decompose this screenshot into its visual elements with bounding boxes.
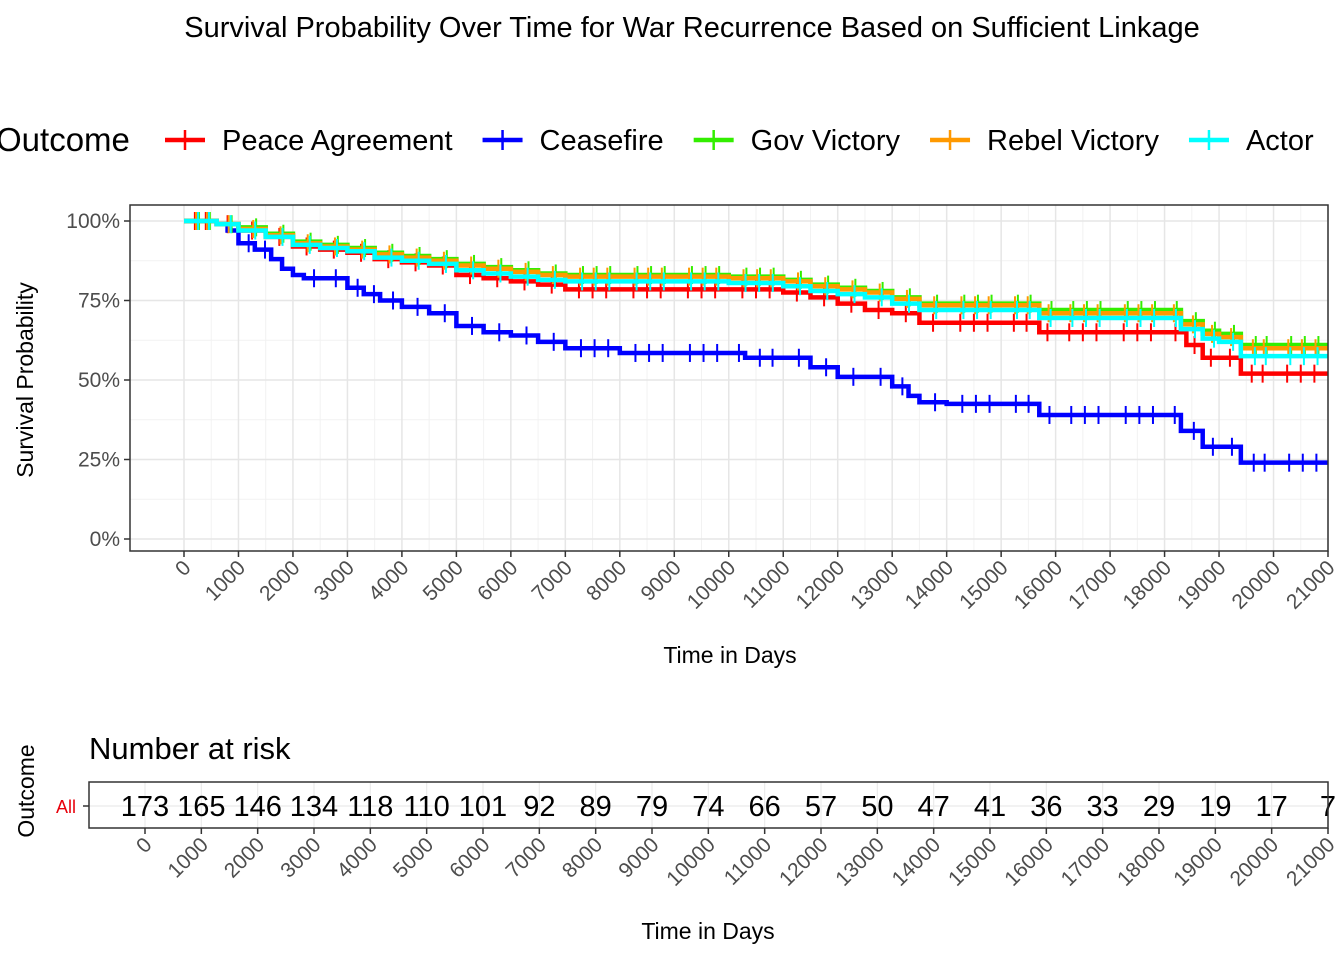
x-tick-label: 9000 xyxy=(637,556,686,605)
legend-entry-peace-agreement: Peace Agreement xyxy=(165,125,453,157)
risk-x-tick-label: 10000 xyxy=(662,833,720,891)
risk-x-tick-label: 21000 xyxy=(1282,833,1340,891)
x-tick-label: 3000 xyxy=(310,556,359,605)
risk-table: Number at risk 173 165 146 134 118 110 101 92 89… xyxy=(56,731,1340,891)
risk-x-tick-label: 19000 xyxy=(1169,833,1227,891)
risk-x-axis-title: Time in Days xyxy=(641,918,774,944)
legend-title: Outcome xyxy=(0,121,130,158)
chart-title: Survival Probability Over Time for War R… xyxy=(184,12,1199,44)
x-tick-label: 6000 xyxy=(473,556,522,605)
x-tick-label: 12000 xyxy=(792,556,850,614)
risk-count: 165 xyxy=(177,791,225,823)
risk-count: 50 xyxy=(861,791,893,823)
risk-x-tick-label: 16000 xyxy=(1000,833,1058,891)
risk-count: 92 xyxy=(523,791,555,823)
y-axis-title: Survival Probability xyxy=(12,282,38,478)
x-tick-label: 15000 xyxy=(955,556,1013,614)
x-tick-label: 7000 xyxy=(528,556,577,605)
risk-count: 36 xyxy=(1030,791,1062,823)
x-tick-label: 10000 xyxy=(683,556,741,614)
risk-count: 41 xyxy=(974,791,1006,823)
y-tick-label: 25% xyxy=(78,449,120,472)
legend-entry-gov-victory: Gov Victory xyxy=(693,125,901,157)
risk-x-tick-label: 18000 xyxy=(1113,833,1171,891)
legend-label: Ceasefire xyxy=(540,125,664,157)
risk-x-tick-label: 0 xyxy=(132,833,157,858)
legend-label: Gov Victory xyxy=(751,125,901,157)
risk-count: 17 xyxy=(1256,791,1288,823)
legend-entry-ceasefire: Ceasefire xyxy=(482,125,664,157)
risk-x-tick-label: 2000 xyxy=(220,833,269,882)
censor-marks-ceasefire xyxy=(195,212,1318,472)
y-tick-label: 100% xyxy=(66,210,120,233)
y-tick-label: 50% xyxy=(78,369,120,392)
risk-count: 33 xyxy=(1087,791,1119,823)
risk-count: 134 xyxy=(290,791,338,823)
x-tick-label: 14000 xyxy=(901,556,959,614)
legend-entry-actor: Actor xyxy=(1188,125,1314,157)
risk-x-tick-label: 20000 xyxy=(1226,833,1284,891)
legend-label: Peace Agreement xyxy=(222,125,453,157)
x-tick-label: 16000 xyxy=(1010,556,1068,614)
x-tick-label: 0 xyxy=(171,556,196,581)
risk-row-label: All xyxy=(56,797,76,817)
censor-marks-actor xyxy=(197,212,1319,366)
risk-x-tick-label: 12000 xyxy=(775,833,833,891)
risk-x-tick-label: 7000 xyxy=(502,833,551,882)
risk-count: 47 xyxy=(918,791,950,823)
risk-count: 173 xyxy=(121,791,169,823)
legend-entry-rebel-victory: Rebel Victory xyxy=(930,125,1159,157)
y-tick-label: 0% xyxy=(90,528,120,551)
risk-count: 57 xyxy=(805,791,837,823)
risk-x-tick-label: 17000 xyxy=(1057,833,1115,891)
risk-count: 146 xyxy=(233,791,281,823)
risk-x-tick-label: 14000 xyxy=(888,833,946,891)
x-tick-label: 18000 xyxy=(1119,556,1177,614)
risk-x-tick-label: 5000 xyxy=(389,833,438,882)
risk-x-tick-label: 9000 xyxy=(614,833,663,882)
risk-count: 79 xyxy=(636,791,668,823)
x-tick-label: 8000 xyxy=(582,556,631,605)
risk-x-tick-label: 13000 xyxy=(831,833,889,891)
risk-table-title: Number at risk xyxy=(89,731,291,766)
legend: Outcome Peace Agreement Ceasefire Gov Vict… xyxy=(0,121,1314,158)
series-line-ceasefire xyxy=(184,218,1328,465)
risk-count: 19 xyxy=(1199,791,1231,823)
legend-label: Rebel Victory xyxy=(987,125,1159,157)
x-tick-label: 1000 xyxy=(201,556,250,605)
x-tick-label: 4000 xyxy=(364,556,413,605)
risk-count: 89 xyxy=(580,791,612,823)
x-tick-label: 13000 xyxy=(846,556,904,614)
y-tick-label: 75% xyxy=(78,290,120,313)
risk-y-axis-title: Outcome xyxy=(13,744,39,837)
risk-count: 101 xyxy=(459,791,507,823)
risk-x-tick-label: 11000 xyxy=(720,833,776,889)
risk-x-tick-label: 15000 xyxy=(944,833,1002,891)
x-tick-label: 2000 xyxy=(255,556,304,605)
series-line-actor xyxy=(184,218,1328,359)
x-axis-title: Time in Days xyxy=(663,642,796,668)
plot-area: 0% 25% 50% 75% 100% 0 1000 2000 3000 4000 5000 6000… xyxy=(66,204,1340,614)
x-tick-label: 20000 xyxy=(1227,556,1285,614)
legend-label: Actor xyxy=(1246,125,1314,157)
x-tick-label: 11000 xyxy=(738,556,794,612)
x-tick-label: 19000 xyxy=(1173,556,1231,614)
risk-count: 66 xyxy=(749,791,781,823)
risk-x-tick-label: 3000 xyxy=(276,833,325,882)
risk-count: 74 xyxy=(692,791,724,823)
x-tick-label: 5000 xyxy=(419,556,468,605)
risk-x-tick-label: 4000 xyxy=(333,833,382,882)
risk-x-tick-label: 1000 xyxy=(164,833,213,882)
risk-count: 29 xyxy=(1143,791,1175,823)
x-tick-label: 21000 xyxy=(1282,556,1340,614)
risk-count: 118 xyxy=(347,791,393,823)
x-tick-label: 17000 xyxy=(1064,556,1122,614)
risk-x-tick-label: 6000 xyxy=(445,833,494,882)
risk-count: 110 xyxy=(404,791,450,823)
risk-x-tick-label: 8000 xyxy=(558,833,607,882)
